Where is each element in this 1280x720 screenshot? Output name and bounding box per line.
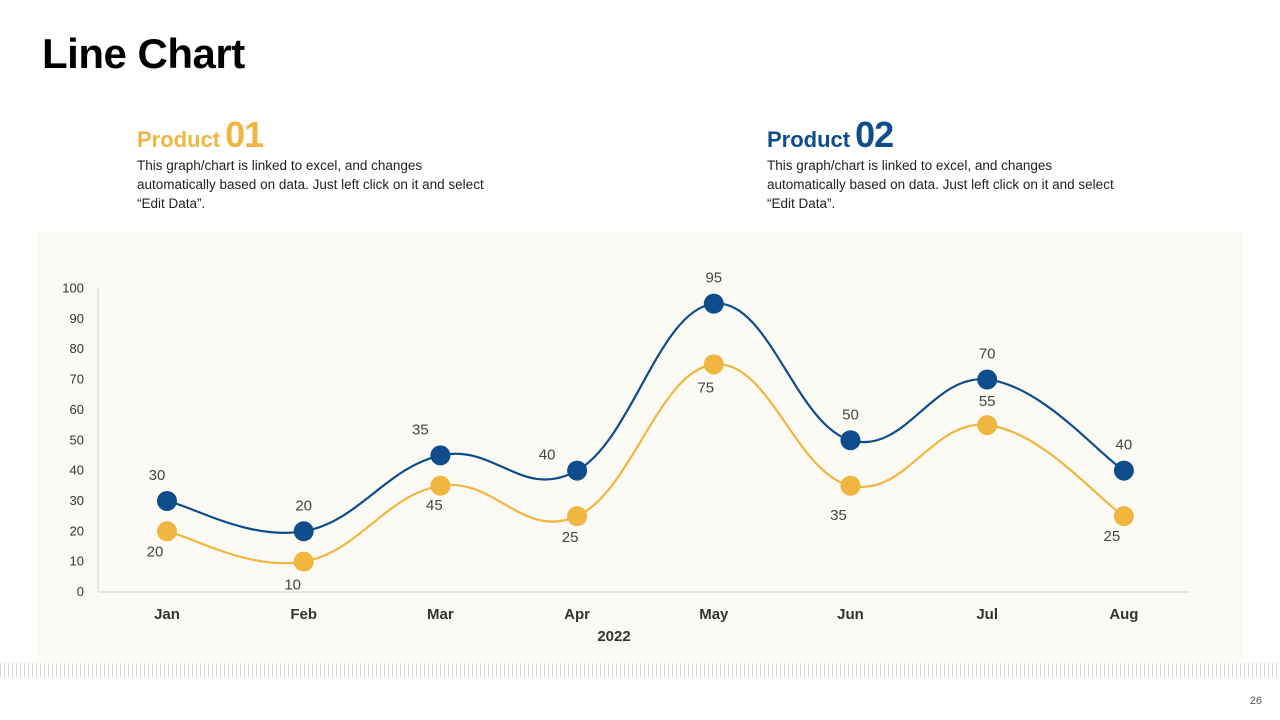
x-tick-label-jun: Jun [837, 606, 864, 623]
x-tick-label-aug: Aug [1109, 606, 1138, 623]
data-label-product-02-apr: 40 [539, 447, 556, 464]
series-line-product-01 [166, 363, 1125, 565]
data-label-product-01-jul: 55 [979, 393, 996, 410]
data-point-product-02-mar [430, 445, 451, 466]
line-chart: 0 10 20 30 40 50 60 70 80 90 100 Jan Feb Mar Apr May Jun… [62, 270, 1189, 645]
chart-panel: 0 10 20 30 40 50 60 70 80 90 100 Jan Feb Mar Apr May Jun… [37, 232, 1243, 662]
data-point-product-02-jan [157, 490, 177, 511]
data-point-product-02-jun [840, 430, 861, 451]
data-point-product-01-may [703, 354, 724, 375]
product-02-heading: Product 02 [767, 114, 1127, 155]
x-tick-label-apr: Apr [564, 606, 590, 623]
data-point-product-02-apr [567, 460, 588, 481]
data-point-product-01-apr [567, 506, 588, 527]
x-tick-label-jul: Jul [976, 606, 998, 623]
y-tick-label-10: 10 [70, 554, 84, 569]
data-point-product-01-mar [430, 475, 451, 496]
decorative-stripe [0, 663, 1280, 677]
data-point-product-02-jul [977, 369, 998, 390]
y-tick-label-30: 30 [70, 493, 84, 508]
data-label-product-02-mar: 35 [412, 421, 429, 438]
x-tick-label-may: May [699, 606, 729, 623]
product-01-description: This graph/chart is linked to excel, and… [137, 158, 484, 211]
y-tick-label-50: 50 [70, 432, 84, 447]
product-02-description: This graph/chart is linked to excel, and… [767, 158, 1114, 211]
data-label-product-01-jun: 35 [830, 507, 847, 524]
product-02-block: Product 02 This graph/chart is linked to… [767, 114, 1127, 213]
series-line-product-02 [166, 302, 1125, 534]
data-label-product-02-feb: 20 [295, 497, 312, 514]
y-tick-label-40: 40 [70, 463, 84, 478]
x-axis-title: 2022 [597, 628, 630, 645]
data-point-product-02-feb [293, 521, 314, 542]
product-01-heading: Product 01 [137, 114, 497, 155]
x-tick-label-mar: Mar [427, 606, 454, 623]
data-label-product-02-jun: 50 [842, 406, 859, 423]
data-label-product-01-aug: 25 [1104, 528, 1121, 545]
y-tick-label-100: 100 [62, 281, 84, 296]
page-number: 26 [1249, 695, 1262, 707]
product-02-word: Product [767, 127, 851, 152]
data-point-product-01-jul [977, 415, 998, 436]
data-point-product-01-aug [1113, 506, 1134, 527]
x-tick-label-feb: Feb [290, 606, 317, 623]
data-point-product-01-jan [157, 521, 177, 542]
data-point-product-01-jun [840, 475, 861, 496]
slide-title: Line Chart [42, 30, 245, 77]
y-tick-label-20: 20 [70, 523, 84, 538]
data-label-product-01-mar: 45 [426, 497, 443, 514]
x-tick-label-jan: Jan [154, 606, 180, 623]
data-label-product-01-feb: 10 [284, 577, 301, 594]
product-01-block: Product 01 This graph/chart is linked to… [137, 114, 497, 213]
product-02-number: 02 [855, 114, 894, 155]
product-01-number: 01 [225, 114, 264, 155]
data-label-product-01-apr: 25 [562, 529, 579, 546]
data-label-product-02-jul: 70 [979, 346, 996, 363]
data-label-product-02-may: 95 [705, 270, 722, 287]
data-point-product-02-may [703, 293, 724, 314]
data-label-product-02-jan: 30 [149, 467, 166, 484]
y-tick-label-60: 60 [70, 402, 84, 417]
y-tick-label-0: 0 [77, 584, 84, 599]
y-tick-label-70: 70 [70, 372, 84, 387]
data-point-product-02-aug [1113, 460, 1134, 481]
data-label-product-01-jan: 20 [147, 543, 164, 560]
data-point-product-01-feb [293, 551, 314, 572]
product-01-word: Product [137, 127, 221, 152]
data-label-product-02-aug: 40 [1116, 437, 1133, 454]
y-tick-label-80: 80 [70, 341, 84, 356]
y-tick-label-90: 90 [70, 311, 84, 326]
data-label-product-01-may: 75 [697, 379, 714, 396]
